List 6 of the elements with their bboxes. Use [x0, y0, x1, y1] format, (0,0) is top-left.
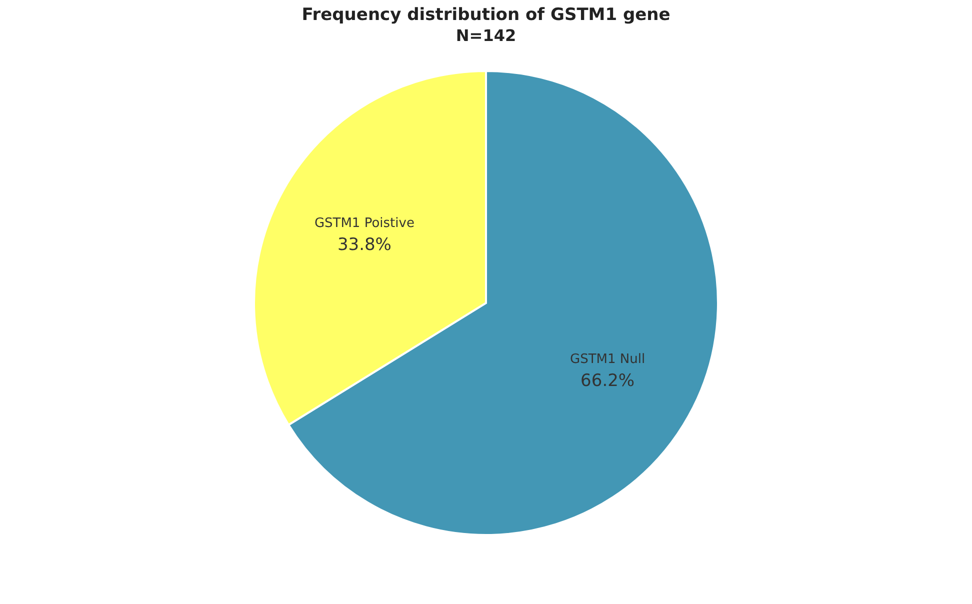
chart-subtitle: N=142: [456, 26, 516, 45]
slice-label: GSTM1 Poistive: [314, 216, 414, 232]
slice-label: GSTM1 Null: [570, 352, 646, 367]
data-label: 33.8%: [337, 235, 392, 256]
chart-title: Frequency distribution of GSTM1 gene: [302, 5, 670, 25]
data-label: 66.2%: [580, 370, 635, 391]
